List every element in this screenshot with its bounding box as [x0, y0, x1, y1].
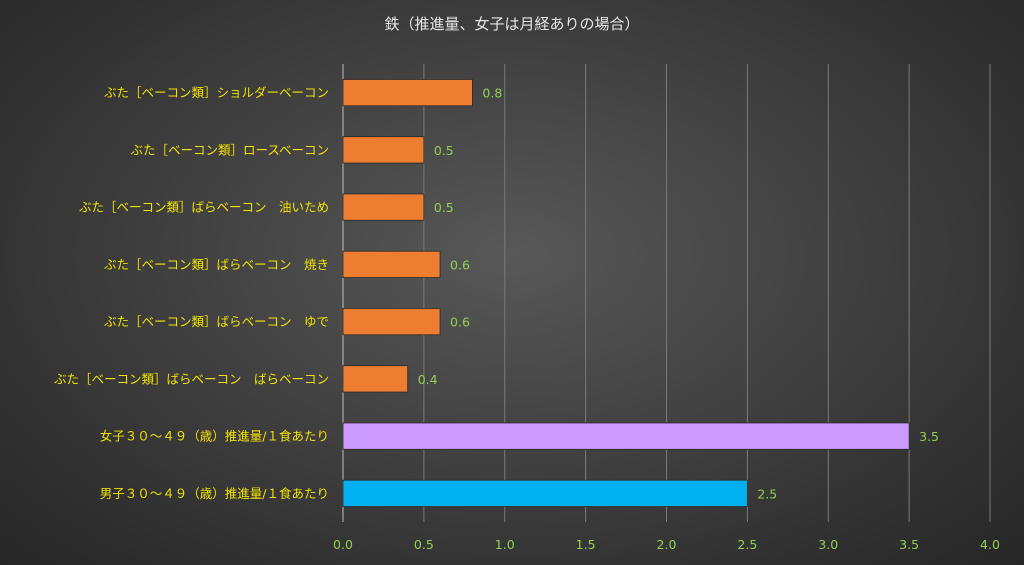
data-label: 3.5 — [919, 429, 939, 444]
bar — [342, 365, 409, 393]
x-tick-label: 2.5 — [737, 537, 757, 552]
x-tick-label: 1.0 — [495, 537, 515, 552]
x-tick-label: 3.5 — [899, 537, 919, 552]
category-label: 男子３０～４９（歳）推進量/１食あたり — [100, 486, 329, 501]
x-tick-label: 0.0 — [333, 537, 353, 552]
category-label: ぶた［ベーコン類］ばらベーコン ゆで — [104, 314, 329, 329]
data-label: 0.8 — [482, 86, 502, 101]
bar — [342, 308, 441, 336]
x-tick-label: 3.0 — [818, 537, 838, 552]
category-label: ぶた［ベーコン類］ショルダーベーコン — [104, 85, 329, 100]
data-label: 0.5 — [434, 200, 454, 215]
data-label: 2.5 — [757, 486, 777, 501]
category-label: ぶた［ベーコン類］ばらベーコン 油いため — [79, 200, 329, 215]
data-label: 0.6 — [450, 315, 470, 330]
chart-title: 鉄（推進量、女子は月経ありの場合） — [384, 15, 639, 33]
category-label: ぶた［ベーコン類］ロースベーコン — [130, 142, 329, 157]
data-label: 0.6 — [450, 257, 470, 272]
x-tick-label: 0.5 — [414, 537, 434, 552]
bar — [342, 422, 910, 450]
category-label: 女子３０～４９（歳）推進量/１食あたり — [100, 429, 329, 444]
data-label: 0.4 — [418, 372, 438, 387]
category-label: ぶた［ベーコン類］ばらベーコン ばらベーコン — [54, 371, 329, 386]
bar — [342, 479, 748, 507]
x-tick-label: 1.5 — [576, 537, 596, 552]
data-label: 0.5 — [434, 143, 454, 158]
category-label: ぶた［ベーコン類］ばらベーコン 焼き — [104, 257, 329, 272]
bar — [342, 193, 425, 221]
bar — [342, 79, 473, 107]
bar — [342, 250, 441, 278]
x-tick-label: 4.0 — [980, 537, 1000, 552]
bar — [342, 136, 425, 164]
x-tick-label: 2.0 — [657, 537, 677, 552]
